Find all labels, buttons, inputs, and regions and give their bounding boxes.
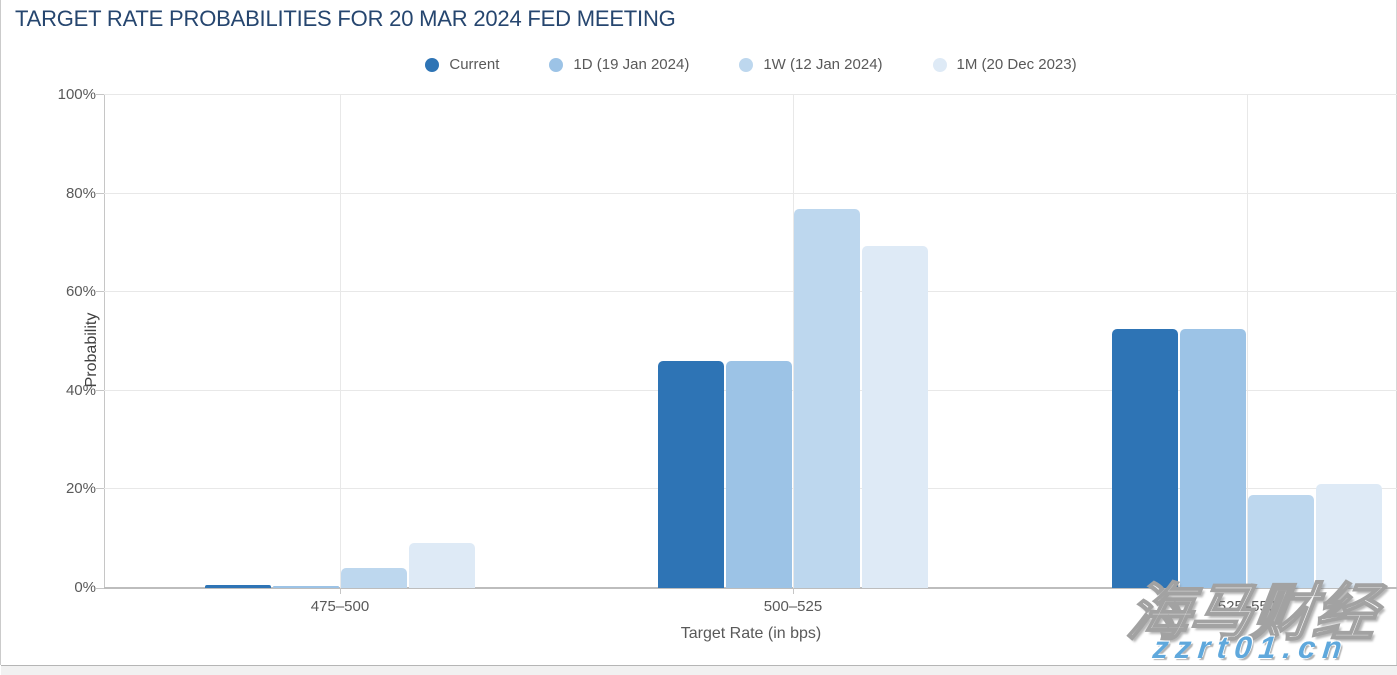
bar-current xyxy=(205,585,271,588)
v-gridline xyxy=(340,95,341,588)
y-axis-tick xyxy=(96,291,104,293)
v-gridline xyxy=(1247,95,1248,588)
y-axis-line xyxy=(104,95,105,588)
x-axis-tick xyxy=(1247,588,1248,594)
legend-item-current[interactable]: Current xyxy=(425,56,499,73)
legend-dot-icon xyxy=(425,57,440,72)
legend-item-1w[interactable]: 1W (12 Jan 2024) xyxy=(739,56,883,73)
h-gridline xyxy=(104,94,1397,95)
bar-1w xyxy=(1248,495,1314,588)
legend-label: 1D (19 Jan 2024) xyxy=(573,56,690,73)
bar-1w xyxy=(794,209,860,588)
bar-1m xyxy=(862,246,928,588)
chart-legend: Current 1D (19 Jan 2024) 1W (12 Jan 2024) 1… xyxy=(104,56,1397,73)
y-axis-tick xyxy=(96,588,104,589)
bar-group-475–500 xyxy=(205,543,475,588)
x-tick-label: 525–550 xyxy=(1217,598,1277,615)
bar-1d xyxy=(273,586,339,588)
y-tick-label: 20% xyxy=(65,480,96,498)
y-tick-label: 0% xyxy=(74,579,96,596)
bar-group-525–550 xyxy=(1112,329,1382,588)
bar-1w xyxy=(341,568,407,588)
bar-1m xyxy=(409,543,475,588)
bar-1d xyxy=(1180,329,1246,588)
x-axis-tick xyxy=(340,588,341,594)
legend-label: Current xyxy=(449,56,500,73)
bar-group-500–525 xyxy=(658,209,928,588)
bar-1m xyxy=(1316,484,1382,588)
y-tick-label: 80% xyxy=(65,184,96,202)
legend-dot-icon xyxy=(549,57,564,72)
page-title: TARGET RATE PROBABILITIES FOR 20 MAR 202… xyxy=(15,6,676,31)
h-gridline xyxy=(104,291,1397,293)
legend-label: 1M (20 Dec 2023) xyxy=(956,56,1077,73)
y-axis-tick xyxy=(96,94,104,95)
page-bottom-strip xyxy=(1,665,1397,675)
y-axis-tick xyxy=(96,389,104,391)
x-tick-label: 475–500 xyxy=(310,598,370,615)
legend-dot-icon xyxy=(739,57,754,72)
h-gridline xyxy=(104,192,1397,194)
y-tick-label: 40% xyxy=(65,381,96,399)
x-tick-label: 500–525 xyxy=(763,598,823,615)
legend-dot-icon xyxy=(932,57,947,72)
y-tick-label: 60% xyxy=(65,283,96,301)
x-axis-title: Target Rate (in bps) xyxy=(680,625,822,642)
y-tick-label: 100% xyxy=(57,86,96,103)
bar-current xyxy=(1112,329,1178,588)
legend-label: 1W (12 Jan 2024) xyxy=(763,56,883,73)
bar-current xyxy=(658,361,724,588)
legend-item-1m[interactable]: 1M (20 Dec 2023) xyxy=(932,56,1077,73)
plot-area: Probability Target Rate (in bps) 0% 20% 40… xyxy=(58,87,1397,642)
x-axis-tick xyxy=(793,588,794,594)
y-axis-tick xyxy=(96,488,104,490)
y-axis-tick xyxy=(96,192,104,194)
legend-item-1d[interactable]: 1D (19 Jan 2024) xyxy=(549,56,689,73)
v-gridline xyxy=(793,95,794,588)
x-axis-line xyxy=(104,587,1397,589)
bar-1d xyxy=(726,361,792,588)
